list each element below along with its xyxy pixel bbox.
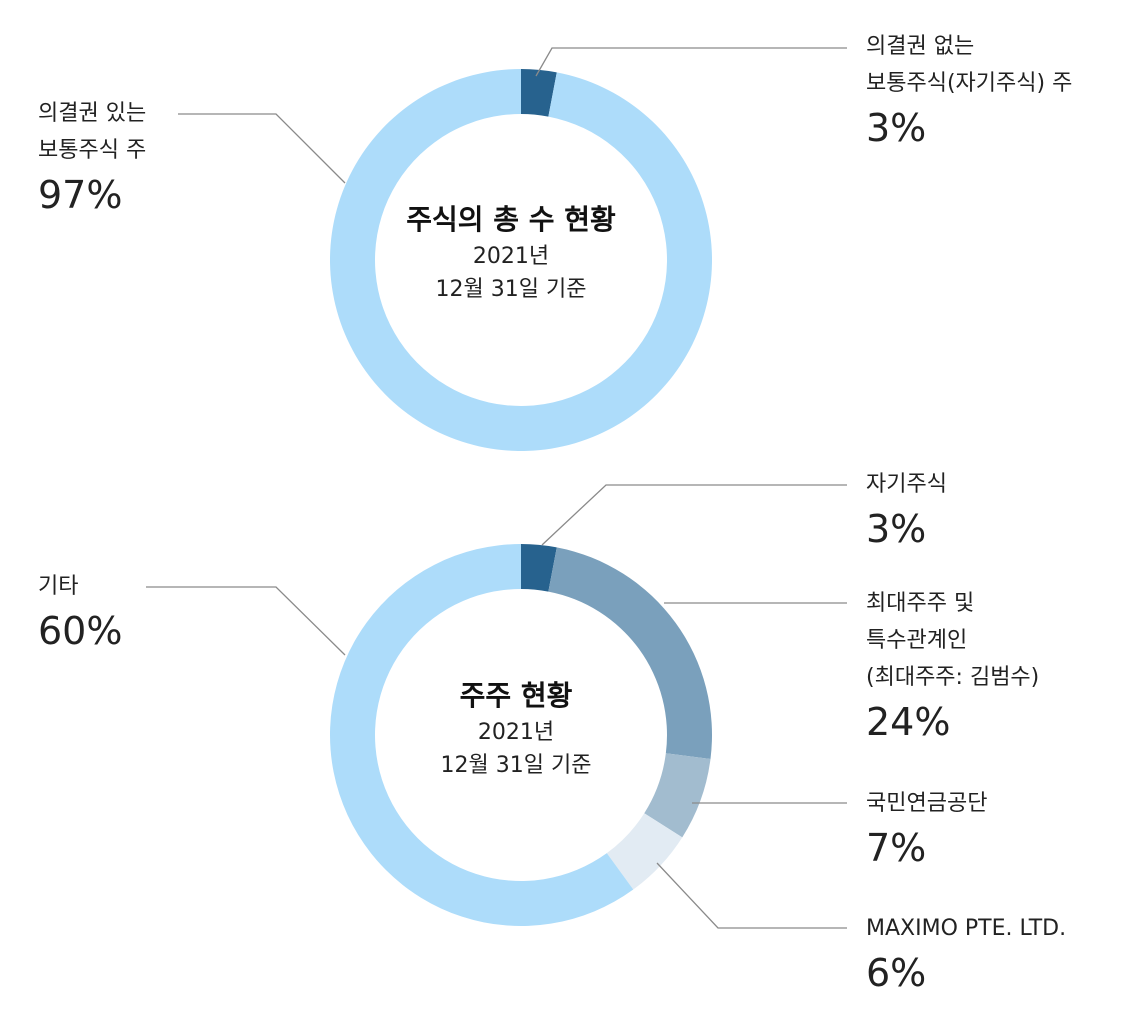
leader-line-nonvoting [535,47,847,77]
donut-chart-total-shares [329,69,712,451]
slice-percent: 7% [866,826,927,870]
slice-label-line: MAXIMO PTE. LTD. [866,916,1067,941]
slice-label-others: 기타 60% [38,568,122,657]
slice-label-line: 국민연금공단 [866,791,988,816]
slice-label-line: 보통주식 주 [38,138,147,163]
chart-subtitle-year: 2021년 [472,244,550,269]
slice-label-voting: 의결권 있는 보통주식 주 97% [38,95,146,221]
slice-label-maximo: MAXIMO PTE. LTD. 6% [866,910,1066,999]
slice-percent: 6% [866,951,927,995]
donut-slice-0-0 [521,69,557,117]
slice-label-line: (최대주주: 김범수) [866,665,1040,690]
donut-slice-1-0 [521,544,557,592]
chart-title: 주주 현황 [459,679,573,712]
slice-percent: 60% [38,609,123,653]
slice-label-nonvoting: 의결권 없는 보통주식(자기주식) 주 3% [866,28,1072,154]
slice-percent: 24% [866,700,951,744]
slice-percent: 97% [38,173,123,217]
chart-subtitle-year: 2021년 [477,720,555,745]
leader-line-treasury [541,484,847,546]
chart-1-center: 주식의 총 수 현황 2021년 12월 31일 기준 [386,200,636,306]
slice-label-line: 자기주식 [866,472,947,497]
slice-label-line: 의결권 있는 [38,101,147,126]
slice-label-line: 보통주식(자기주식) 주 [866,71,1073,96]
leader-line-others [146,586,346,656]
donut-slice-1-1 [548,547,712,759]
slice-percent: 3% [866,507,927,551]
donut-slice-1-3 [606,813,683,890]
leader-line-voting [178,113,346,184]
slice-label-line: 최대주주 및 [866,591,975,616]
slice-percent: 3% [866,106,927,150]
donut-slice-1-2 [644,753,711,838]
chart-subtitle-date: 12월 31일 기준 [440,753,592,778]
donut-chart-shareholders [329,544,712,927]
leader-line-maximo [656,862,847,929]
chart-title: 주식의 총 수 현황 [406,203,616,236]
chart-2-center: 주주 현황 2021년 12월 31일 기준 [396,676,636,782]
slice-label-treasury: 자기주식 3% [866,466,947,555]
slice-label-nps: 국민연금공단 7% [866,785,987,874]
donut-slice-1-4 [329,544,634,927]
slice-label-largest-shareholder: 최대주주 및 특수관계인 (최대주주: 김범수) 24% [866,585,1039,748]
chart-subtitle-date: 12월 31일 기준 [435,277,587,302]
slice-label-line: 의결권 없는 [866,34,975,59]
slice-label-line: 특수관계인 [866,628,968,653]
leader-lines [146,47,847,929]
slice-label-line: 기타 [38,574,79,599]
